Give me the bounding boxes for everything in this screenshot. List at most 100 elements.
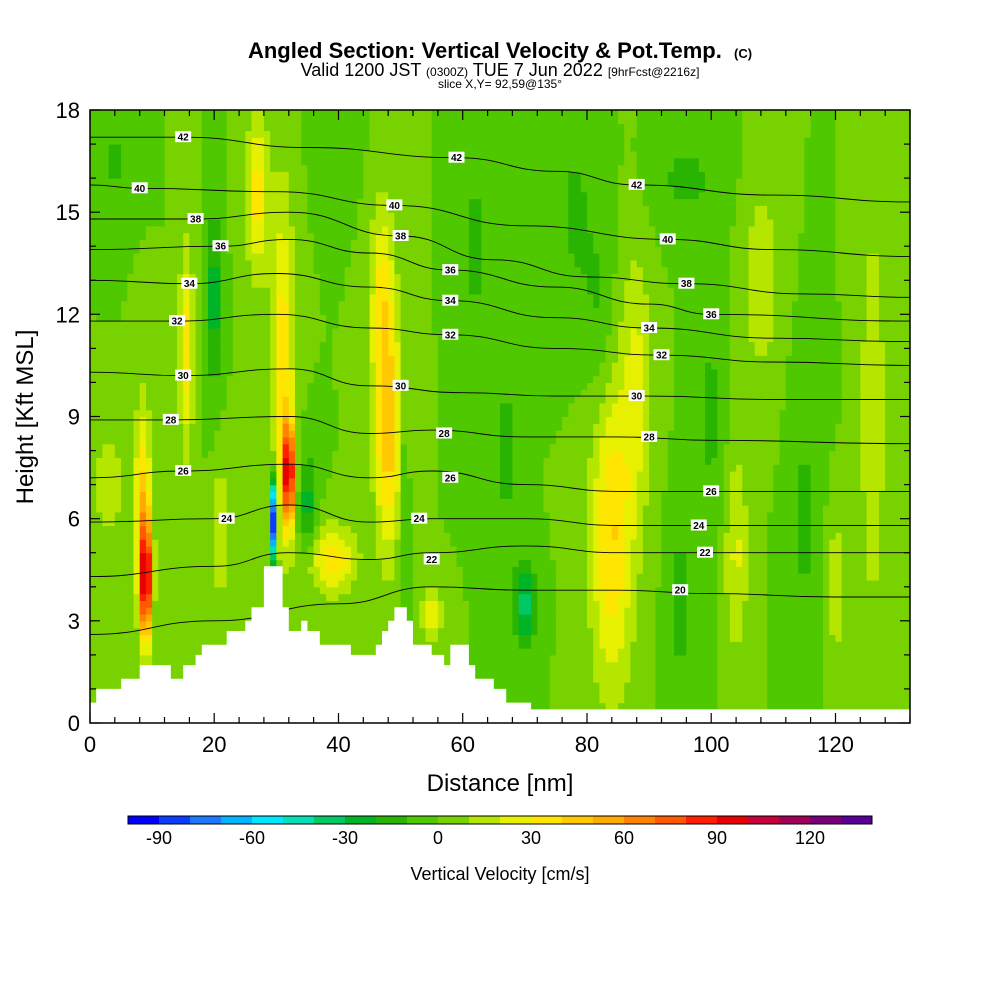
velocity-cell bbox=[90, 239, 141, 247]
velocity-cell bbox=[437, 620, 445, 629]
velocity-cell bbox=[673, 423, 706, 431]
velocity-cell bbox=[338, 545, 352, 554]
velocity-cell bbox=[381, 430, 395, 438]
colorbar-tick-label: -60 bbox=[239, 828, 265, 848]
velocity-cell bbox=[599, 293, 613, 302]
velocity-cell bbox=[232, 362, 271, 370]
velocity-cell bbox=[183, 362, 190, 370]
velocity-cell bbox=[133, 525, 141, 533]
velocity-cell bbox=[841, 314, 868, 322]
velocity-cell bbox=[586, 280, 600, 288]
velocity-cell bbox=[158, 586, 271, 595]
velocity-cell bbox=[375, 334, 383, 343]
velocity-cell bbox=[636, 518, 644, 527]
velocity-cell bbox=[214, 573, 228, 581]
velocity-cell bbox=[139, 511, 147, 520]
velocity-cell bbox=[214, 579, 228, 588]
velocity-cell bbox=[630, 600, 638, 608]
velocity-cell bbox=[295, 280, 321, 288]
velocity-cell bbox=[748, 293, 774, 302]
velocity-cell bbox=[183, 300, 190, 309]
velocity-cell bbox=[531, 566, 557, 574]
velocity-cell bbox=[375, 525, 383, 533]
velocity-cell bbox=[276, 389, 290, 397]
velocity-cell bbox=[301, 491, 315, 499]
velocity-cell bbox=[841, 539, 868, 547]
velocity-cell bbox=[667, 457, 706, 465]
velocity-cell bbox=[145, 491, 153, 499]
velocity-cell bbox=[773, 491, 799, 499]
velocity-cell bbox=[276, 443, 284, 452]
velocity-cell bbox=[549, 450, 594, 458]
velocity-cell bbox=[586, 607, 600, 615]
velocity-cell bbox=[276, 511, 284, 520]
velocity-cell bbox=[164, 164, 203, 172]
velocity-cell bbox=[649, 307, 675, 315]
velocity-cell bbox=[642, 552, 663, 561]
velocity-cell bbox=[388, 232, 395, 241]
velocity-cell bbox=[381, 573, 395, 581]
velocity-cell bbox=[568, 198, 588, 206]
velocity-cell bbox=[810, 110, 837, 118]
velocity-cell bbox=[512, 457, 545, 465]
velocity-cell bbox=[152, 539, 159, 547]
velocity-cell bbox=[773, 321, 793, 329]
velocity-cell bbox=[183, 266, 190, 275]
velocity-cell bbox=[183, 450, 190, 458]
velocity-cell bbox=[375, 368, 383, 377]
velocity-cell bbox=[723, 511, 731, 520]
velocity-cell bbox=[288, 402, 296, 411]
velocity-cell bbox=[779, 443, 837, 452]
velocity-cell bbox=[295, 518, 302, 527]
velocity-cell bbox=[823, 607, 830, 615]
velocity-cell bbox=[736, 559, 743, 567]
velocity-cell bbox=[642, 266, 669, 275]
velocity-cell bbox=[549, 668, 594, 676]
velocity-cell bbox=[301, 423, 340, 431]
velocity-cell bbox=[611, 327, 619, 336]
velocity-cell bbox=[332, 368, 371, 377]
velocity-cell bbox=[164, 212, 203, 220]
velocity-cell bbox=[226, 178, 246, 186]
velocity-cell bbox=[282, 232, 296, 241]
velocity-cell bbox=[841, 579, 910, 588]
velocity-cell bbox=[823, 505, 868, 513]
velocity-cell bbox=[90, 566, 135, 574]
velocity-cell bbox=[810, 470, 830, 479]
velocity-cell bbox=[586, 470, 600, 479]
velocity-cell bbox=[90, 457, 97, 465]
velocity-cell bbox=[500, 457, 514, 465]
velocity-cell bbox=[823, 566, 830, 574]
velocity-cell bbox=[729, 293, 750, 302]
velocity-cell bbox=[512, 627, 520, 636]
velocity-cell bbox=[176, 341, 184, 349]
velocity-cell bbox=[773, 225, 805, 234]
velocity-cell bbox=[375, 450, 383, 458]
velocity-cell bbox=[388, 293, 395, 302]
velocity-cell bbox=[183, 239, 190, 247]
velocity-cell bbox=[593, 634, 600, 642]
velocity-cell bbox=[742, 464, 774, 472]
velocity-cell bbox=[220, 416, 271, 424]
velocity-cell bbox=[611, 402, 644, 411]
velocity-cell bbox=[767, 552, 799, 561]
velocity-cell bbox=[201, 436, 215, 445]
velocity-cell bbox=[779, 430, 837, 438]
colorbar-tick-label: 30 bbox=[521, 828, 541, 848]
velocity-cell bbox=[394, 443, 402, 452]
velocity-cell bbox=[152, 430, 184, 438]
velocity-cell bbox=[593, 436, 600, 445]
velocity-cell bbox=[835, 116, 910, 125]
velocity-cell bbox=[226, 491, 271, 499]
velocity-cell bbox=[295, 477, 302, 486]
velocity-cell bbox=[642, 505, 663, 513]
velocity-cell bbox=[717, 627, 731, 636]
velocity-cell bbox=[251, 259, 277, 268]
velocity-cell bbox=[767, 654, 824, 663]
velocity-cell bbox=[295, 505, 302, 513]
velocity-cell bbox=[152, 566, 159, 574]
velocity-cell bbox=[208, 368, 222, 377]
velocity-cell bbox=[90, 198, 166, 206]
theta-label-box bbox=[703, 485, 720, 497]
velocity-cell bbox=[276, 518, 284, 527]
